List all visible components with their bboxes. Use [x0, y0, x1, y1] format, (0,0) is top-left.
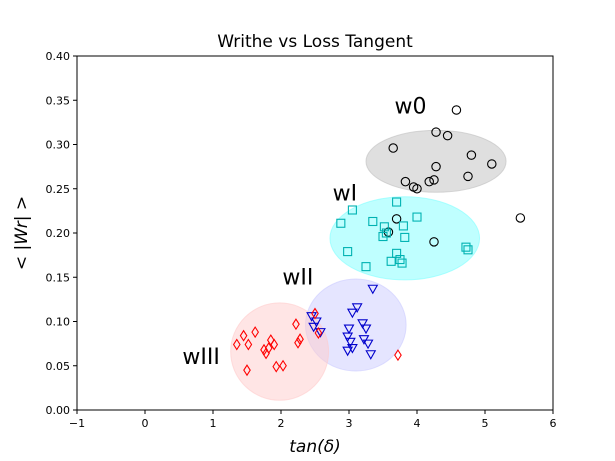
x-tick-label: 6	[550, 417, 557, 430]
data-points	[232, 105, 526, 377]
point-w0	[429, 175, 439, 185]
point-wii	[308, 322, 320, 333]
y-tick-label: 0.35	[46, 94, 71, 107]
point-w0	[515, 213, 526, 223]
point-wiii	[311, 307, 319, 320]
y-axis-label: < |Wr| >	[12, 196, 32, 270]
point-wii	[342, 346, 354, 357]
point-wi	[392, 248, 402, 258]
point-wii	[351, 303, 363, 313]
y-tick-label: 0.40	[46, 50, 71, 63]
group-label-wi: wI	[333, 181, 357, 206]
point-wii	[346, 308, 358, 319]
point-w0	[463, 171, 473, 182]
point-wi	[361, 262, 371, 272]
point-wiii	[244, 338, 253, 351]
y-tick-label: 0.00	[46, 404, 71, 417]
point-wi	[397, 258, 407, 268]
x-tick-label: 5	[482, 417, 489, 430]
point-wi	[392, 197, 402, 207]
group-label-wiii: wIII	[182, 345, 219, 370]
group-labels: w0 wI wII wIII	[182, 95, 426, 370]
y-tick-label: 0.25	[46, 183, 71, 196]
point-wi	[461, 242, 471, 252]
y-axis-ticks: 0.00 0.05 0.10 0.15 0.20 0.25 0.30 0.35 0.40	[46, 50, 77, 417]
point-w0	[424, 176, 434, 187]
point-wi	[378, 231, 388, 242]
point-wiii	[270, 338, 279, 351]
point-w0	[391, 214, 402, 224]
point-wi	[400, 232, 410, 242]
point-wii	[314, 328, 326, 338]
point-wii	[367, 284, 379, 295]
point-wi	[347, 205, 357, 215]
group-label-w0: w0	[395, 95, 427, 120]
point-wii	[362, 339, 374, 350]
group-label-wii: wII	[282, 265, 313, 290]
point-w0	[466, 150, 477, 160]
point-wiii	[292, 318, 300, 331]
y-tick-label: 0.15	[46, 271, 71, 284]
x-tick-label: 3	[346, 417, 353, 430]
x-tick-label: 2	[278, 417, 285, 430]
point-wiii	[232, 338, 241, 351]
point-wi	[398, 221, 408, 231]
point-wiii	[394, 349, 402, 362]
x-tick-label: −1	[69, 417, 85, 430]
x-tick-label: 4	[414, 417, 421, 430]
point-wii	[360, 324, 372, 335]
point-wiii	[294, 336, 302, 349]
x-tick-label: 0	[142, 417, 149, 430]
point-wii	[343, 324, 355, 335]
point-wii	[365, 350, 377, 360]
y-tick-label: 0.05	[46, 360, 71, 373]
point-wi	[379, 222, 389, 232]
point-w0	[431, 161, 441, 172]
point-wiii	[239, 329, 248, 342]
point-w0	[429, 237, 439, 247]
point-wii	[357, 319, 369, 329]
point-wiii	[243, 364, 251, 377]
cluster-ellipses	[230, 129, 507, 401]
ellipse-wi	[329, 196, 481, 281]
point-w0	[412, 184, 422, 194]
point-wi	[336, 218, 346, 228]
y-tick-label: 0.10	[46, 316, 71, 329]
y-tick-label: 0.20	[46, 227, 71, 240]
point-w0	[451, 105, 462, 115]
point-wi	[412, 212, 422, 222]
point-wiii	[279, 359, 287, 372]
point-wiii	[262, 347, 270, 360]
ellipse-w0	[365, 129, 507, 193]
x-axis-ticks: −1 0 1 2 3 4 5 6	[69, 410, 557, 430]
point-wii	[310, 317, 322, 328]
point-wiii	[314, 326, 323, 340]
point-w0	[431, 127, 441, 137]
point-wii	[342, 332, 354, 343]
point-w0	[442, 130, 453, 141]
point-wi	[343, 247, 353, 257]
point-wii	[346, 343, 358, 354]
point-wi	[368, 216, 378, 227]
x-tick-label: 1	[210, 417, 217, 430]
chart-title: Writhe vs Loss Tangent	[217, 32, 413, 52]
point-wiii	[272, 360, 281, 373]
point-wiii	[251, 326, 260, 339]
point-wi	[463, 245, 473, 255]
point-w0	[487, 159, 497, 169]
y-tick-label: 0.30	[46, 139, 71, 152]
x-axis-label: tan(δ)	[289, 437, 341, 457]
point-wii	[344, 337, 356, 348]
point-w0	[400, 176, 411, 187]
point-wi	[386, 256, 396, 266]
point-w0	[388, 143, 398, 153]
